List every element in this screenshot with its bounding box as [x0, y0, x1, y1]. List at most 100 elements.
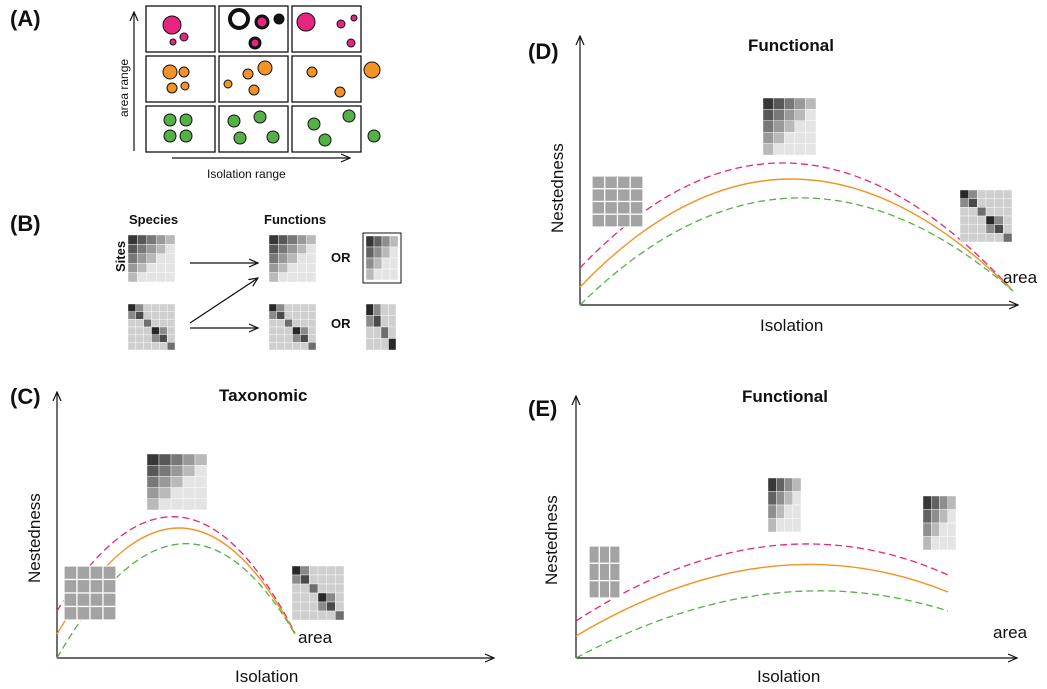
- matrix-cell: [127, 272, 138, 283]
- matrix-cell: [127, 253, 138, 264]
- matrix-cell: [381, 246, 391, 259]
- x-axis-label: Isolation: [757, 667, 820, 686]
- matrix-cell: [137, 244, 147, 254]
- matrix-cell: [609, 562, 621, 582]
- matrix-cell: [166, 334, 176, 343]
- matrix-cell: [307, 326, 317, 335]
- island: [248, 36, 262, 50]
- matrix-cell: [922, 509, 932, 524]
- matrix-cell: [89, 605, 104, 621]
- matrix-cell: [767, 491, 777, 506]
- matrix-cell: [268, 244, 279, 254]
- matrix-cell: [292, 311, 301, 320]
- matrix-cell: [146, 272, 157, 283]
- matrix-cell: [373, 326, 382, 339]
- matrix-cell: [604, 188, 619, 203]
- matrix-cell: [276, 311, 285, 320]
- matrix-cell: [616, 200, 631, 215]
- panel-b: (B) Species Functions Sites OR OR: [10, 211, 402, 351]
- island: [178, 66, 190, 78]
- panel-d-title: Functional: [748, 36, 834, 55]
- matrix-cell: [292, 303, 301, 312]
- matrix-cell: [291, 565, 301, 576]
- matrix-cell: [268, 303, 278, 312]
- matrix-cell: [326, 592, 336, 603]
- matrix-cell: [268, 234, 279, 245]
- matrix-species-modular: [127, 303, 176, 351]
- matrix-cell: [588, 580, 600, 599]
- island: [363, 61, 381, 79]
- matrix-cell: [151, 303, 160, 312]
- matrix-cell: [985, 215, 995, 225]
- matrix-cell: [959, 189, 969, 199]
- matrix-cell: [616, 175, 631, 190]
- island: [179, 113, 193, 127]
- matrix-frame: [362, 232, 402, 284]
- matrix-cell: [135, 303, 144, 312]
- matrix-cell: [604, 175, 619, 190]
- matrix-cell: [276, 326, 285, 335]
- matrix-cell: [307, 319, 317, 328]
- matrix-cell: [146, 234, 157, 245]
- matrix-cell: [158, 465, 172, 477]
- island: [228, 8, 250, 30]
- matrix-cell: [931, 536, 940, 551]
- matrix-cell: [994, 215, 1004, 225]
- matrix-cell: [373, 235, 383, 248]
- matrix-cell: [276, 303, 285, 312]
- matrix-cell: [388, 303, 397, 316]
- matrix-cell: [968, 215, 978, 225]
- matrix-cell: [137, 253, 147, 264]
- matrix-cell: [297, 253, 307, 264]
- island: [242, 68, 254, 80]
- grid-cell: [145, 105, 216, 153]
- matrix-cell: [127, 234, 138, 245]
- matrix-cell: [805, 97, 817, 110]
- panel-d-label: (D): [528, 39, 559, 64]
- matrix-cell: [959, 224, 969, 234]
- matrix-cell: [317, 583, 327, 594]
- matrix-cell: [306, 272, 317, 283]
- matrix-cell: [170, 487, 184, 500]
- matrix-cell: [151, 326, 160, 335]
- matrix-cell: [297, 234, 307, 245]
- matrix-cell: [155, 263, 166, 273]
- matrix-cell: [388, 315, 397, 328]
- matrix-cell: [300, 565, 310, 576]
- matrix-cell: [968, 198, 978, 208]
- matrix-cell: [365, 303, 374, 316]
- matrix-cell: [588, 545, 600, 564]
- matrix-cell: [591, 175, 606, 190]
- island: [162, 64, 178, 80]
- island: [163, 129, 177, 143]
- matrix-uniform: [63, 565, 117, 621]
- matrix-cell: [773, 120, 785, 133]
- matrix-cell: [309, 583, 319, 594]
- matrix-cell: [994, 189, 1004, 199]
- matrix-cell: [306, 263, 317, 273]
- matrix-cell: [389, 246, 399, 259]
- curve-area-label: area: [298, 628, 333, 647]
- matrix-cell: [194, 487, 208, 500]
- matrix-cell: [317, 565, 327, 576]
- matrix-cell: [931, 509, 940, 524]
- matrix-cell: [182, 465, 196, 477]
- matrix-cell: [76, 578, 91, 594]
- panel-a-label: (A): [10, 6, 41, 31]
- matrix-cell: [335, 601, 345, 612]
- matrix-cell: [151, 311, 160, 320]
- matrix-cell: [335, 583, 345, 594]
- matrix-cell: [170, 453, 184, 466]
- matrix-cell: [135, 311, 144, 320]
- matrix-cell: [127, 311, 137, 320]
- matrix-cell: [762, 131, 774, 144]
- matrix-cell: [300, 574, 310, 585]
- matrix-cell: [598, 562, 611, 582]
- matrix-cell: [182, 498, 196, 511]
- matrix-cell: [89, 565, 104, 581]
- matrix-cell: [309, 601, 319, 612]
- matrix-cell: [89, 592, 104, 608]
- island: [336, 19, 346, 29]
- matrix-cell: [968, 207, 978, 217]
